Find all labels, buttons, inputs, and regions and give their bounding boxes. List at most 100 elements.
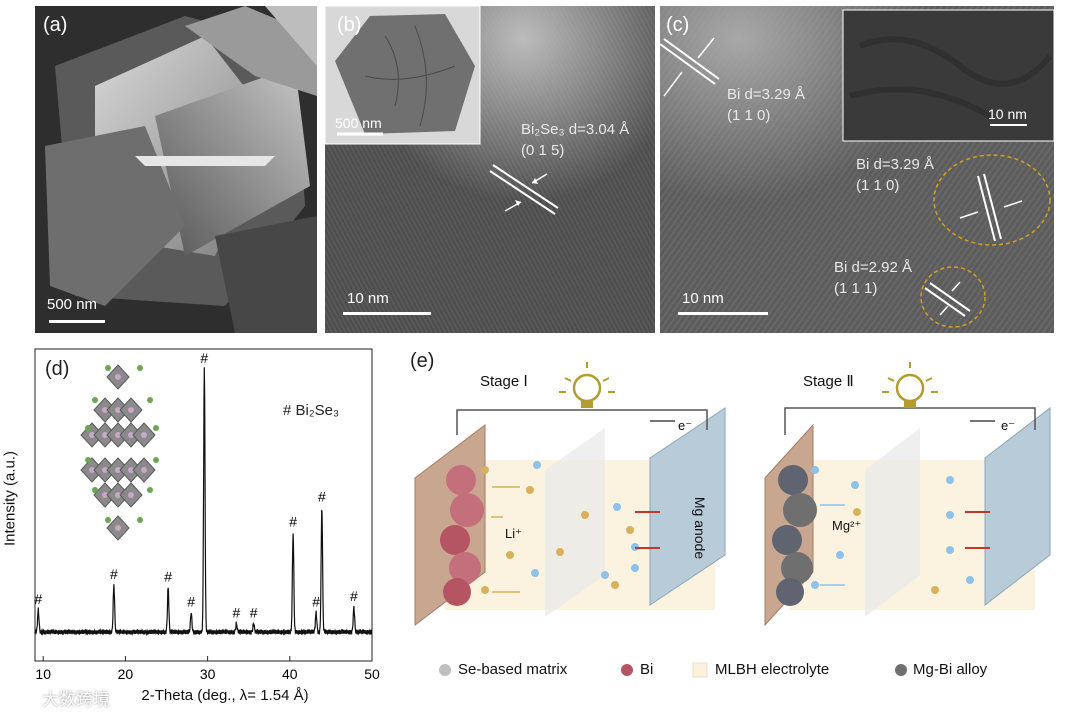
crystal-atom-bi (89, 467, 95, 473)
panel-c-annotation-2-d: Bi d=3.29 Å (856, 156, 934, 173)
x-tick-label-2: 30 (200, 666, 216, 682)
panel-b-annotation-d: Bi₂Se₃ d=3.04 Å (521, 121, 630, 138)
legend-se-matrix: Se-based matrix (458, 661, 568, 678)
crystal-atom-bi (115, 525, 121, 531)
mg-anode-label: Mg anode (692, 496, 708, 560)
panel-c-annotation-1-plane: (1 1 0) (727, 107, 771, 124)
peak-marker-7: # (289, 513, 297, 529)
panel-c-annotation-3-d: Bi d=2.92 Å (834, 259, 912, 276)
crystal-atom-bi (141, 432, 147, 438)
panel-b-annotation-plane: (0 1 5) (521, 142, 565, 159)
panel-b-hrtem-image: (b) 500 nm Bi₂Se₃ d=3.04 Å (0 1 5) 10 nm (325, 6, 655, 333)
peak-marker-5: # (232, 605, 240, 621)
panel-b-scale-text: 10 nm (347, 290, 389, 307)
panel-c-annotation-3-plane: (1 1 1) (834, 280, 878, 297)
crystal-atom-bi (128, 432, 134, 438)
legend-mg-bi: Mg-Bi alloy (913, 661, 988, 678)
legend-marker-bi (621, 664, 633, 676)
crystal-atom-se (147, 397, 153, 403)
crystal-atom-bi (102, 407, 108, 413)
legend-bi: Bi (640, 661, 654, 678)
stage-1-electron-label: e⁻ (678, 418, 693, 433)
panel-b-scalebar (343, 312, 431, 315)
crystal-atom-se (147, 487, 153, 493)
panel-c-annotation-1-d: Bi d=3.29 Å (727, 86, 805, 103)
xrd-x-axis-label: 2-Theta (deg., λ= 1.54 Å) (141, 687, 309, 704)
peak-marker-9: # (318, 488, 326, 504)
peak-marker-8: # (312, 594, 320, 610)
x-tick-label-1: 20 (118, 666, 134, 682)
peak-marker-3: # (187, 594, 195, 610)
panel-d-xrd-chart: 10 20 30 40 50 # # # # # # # # # # # (d) # Bi₂Se₃ Inte… (0, 340, 390, 716)
stage-1-title: Stage Ⅰ (480, 373, 528, 390)
legend-marker-mg-bi (895, 664, 907, 676)
crystal-atom-bi (115, 492, 121, 498)
panel-a-label: (a) (43, 14, 68, 36)
xrd-y-axis-label: Intensity (a.u.) (1, 450, 19, 547)
stage-1-cell (414, 362, 726, 627)
crystal-atom-se (153, 457, 159, 463)
crystal-atom-bi (128, 492, 134, 498)
panel-a-sem-image: (a) 500 nm (35, 6, 317, 333)
crystal-atom-se (137, 365, 143, 371)
panel-b-label: (b) (337, 14, 362, 36)
crystal-atom-se (85, 457, 91, 463)
sem-nanosheets-drawing (35, 6, 317, 333)
xrd-legend: # Bi₂Se₃ (283, 402, 340, 419)
crystal-atom-se (105, 365, 111, 371)
panel-c-annotation-2-plane: (1 1 0) (856, 177, 900, 194)
crystal-atom-se (137, 517, 143, 523)
panel-e-battery-schematic: (e) Stage Ⅰ Stage Ⅱ e⁻ e⁻ Li⁺ Mg²⁺ Mg an… (395, 340, 1069, 716)
xrd-chart-svg: 10 20 30 40 50 # # # # # # # # # # # (34, 348, 380, 682)
peak-marker-0: # (34, 591, 42, 607)
peak-marker-6: # (250, 605, 258, 621)
x-tick-label-0: 10 (35, 666, 51, 682)
panel-b-inset-scale-text: 500 nm (335, 115, 382, 131)
crystal-atom-bi (102, 492, 108, 498)
crystal-atom-bi (102, 467, 108, 473)
crystal-atom-se (105, 517, 111, 523)
stage-2-electron-label: e⁻ (1001, 418, 1016, 433)
watermark: 大数跨境 (42, 690, 110, 709)
peak-marker-4: # (200, 350, 208, 366)
crystal-atom-bi (128, 407, 134, 413)
crystal-atom-se (85, 425, 91, 431)
xrd-plot-frame (34, 348, 373, 662)
stage-2-title: Stage Ⅱ (803, 373, 854, 390)
panel-c-label: (c) (666, 14, 690, 36)
crystal-atom-bi (115, 407, 121, 413)
crystal-atom-bi (141, 467, 147, 473)
crystal-atom-se (92, 397, 98, 403)
x-tick-label-4: 50 (364, 666, 380, 682)
panel-c-scalebar (678, 312, 768, 315)
x-tick-label-3: 40 (282, 666, 298, 682)
hrtem-lattice-drawing (325, 6, 655, 333)
hrtem-bi-lattice-drawing (660, 6, 1054, 333)
panel-e-label: (e) (410, 350, 435, 372)
crystal-structure-illustration (80, 364, 159, 541)
battery-schematic-svg (414, 362, 1051, 678)
crystal-atom-bi (115, 374, 121, 380)
panel-c-scale-text: 10 nm (682, 290, 724, 307)
panel-a-scalebar (49, 320, 105, 323)
legend-marker-se-matrix (439, 664, 451, 676)
peak-marker-2: # (164, 569, 172, 585)
panel-d-label: (d) (45, 358, 70, 380)
crystal-atom-bi (102, 432, 108, 438)
panel-c-inset-scale-text: 10 nm (988, 106, 1027, 122)
crystal-atom-se (153, 425, 159, 431)
xrd-pattern-line (34, 367, 373, 637)
panel-c-hrtem-image: (c) 10 nm Bi d=3.29 Å (1 1 0) Bi d=3.29 … (660, 6, 1054, 333)
stage-2-cell (764, 362, 1051, 627)
legend-mlbh: MLBH electrolyte (715, 661, 830, 678)
crystal-atom-bi (128, 467, 134, 473)
crystal-atom-bi (115, 467, 121, 473)
peak-marker-1: # (110, 566, 118, 582)
mg-ion-label: Mg²⁺ (832, 518, 862, 533)
li-ion-label: Li⁺ (505, 526, 522, 541)
peak-marker-10: # (350, 588, 358, 604)
legend-marker-mlbh (692, 662, 708, 678)
crystal-atom-bi (115, 432, 121, 438)
crystal-atom-bi (89, 432, 95, 438)
crystal-atom-se (92, 487, 98, 493)
